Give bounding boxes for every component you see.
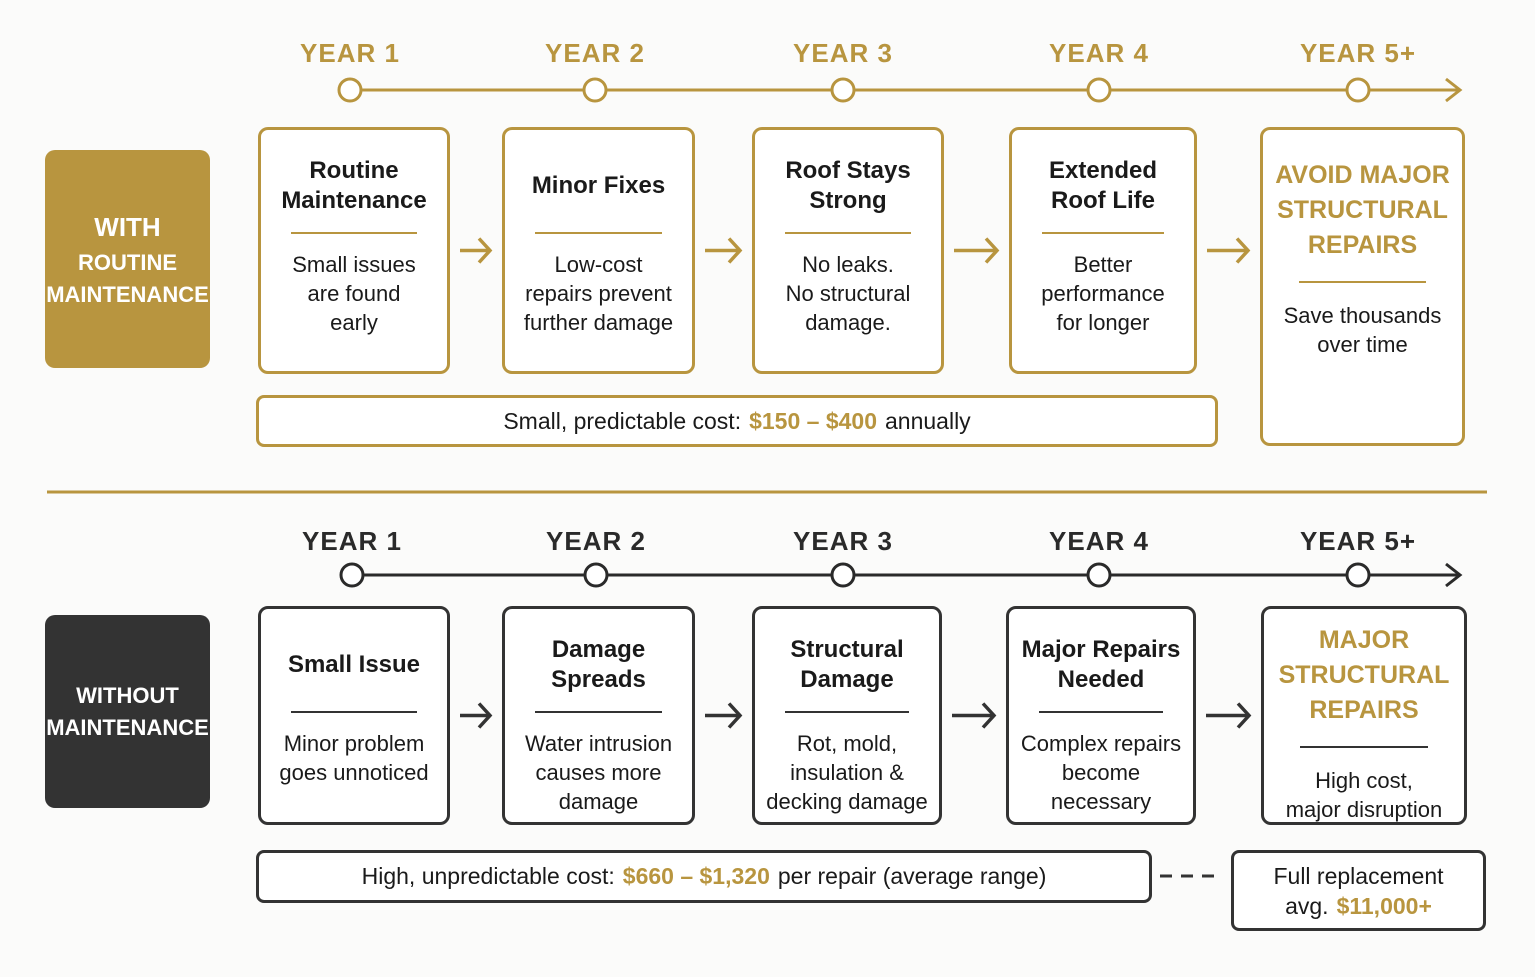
step-text: Complex repairs become necessary: [1020, 731, 1182, 814]
step-divider: [535, 232, 662, 234]
cost-prefix: High, unpredictable cost:: [361, 863, 615, 889]
step-divider: [785, 232, 911, 234]
step-text: Low-cost repairs prevent further damage: [523, 252, 674, 335]
step-divider: [291, 711, 417, 713]
year-marker: [583, 562, 609, 588]
step-box: Small Issue Minor problem goes unnoticed: [258, 606, 450, 825]
label-line: MAINTENANCE: [46, 282, 209, 307]
outcome-box: AVOID MAJOR STRUCTURAL REPAIRS Save thous…: [1260, 127, 1465, 446]
step-arrow-head: [984, 237, 1000, 264]
replacement-amount: $11,000+: [1336, 892, 1432, 919]
step-title: Minor Fixes: [531, 172, 666, 199]
step-box: Structural Damage Rot, mold, insulation &…: [752, 606, 942, 825]
year-label: YEAR 5+: [1299, 38, 1417, 68]
year-marker: [1086, 77, 1112, 103]
year-label: YEAR 1: [300, 38, 400, 68]
label-line: ROUTINE: [78, 250, 177, 275]
step-arrow-head: [477, 702, 493, 729]
step-arrow-head: [727, 237, 743, 264]
step-divider: [785, 711, 909, 713]
step-box: Major Repairs Needed Complex repairs beco…: [1006, 606, 1196, 825]
year-marker: [830, 562, 856, 588]
step-text: No leaks. No structural damage.: [785, 252, 911, 335]
cost-suffix: annually: [885, 407, 971, 434]
step-box: Routine Maintenance Small issues are foun…: [258, 127, 450, 374]
year-label: YEAR 5+: [1299, 526, 1417, 556]
outcome-divider: [1300, 746, 1428, 748]
step-title: Major Repairs Needed: [1021, 636, 1181, 693]
step-text: Rot, mold, insulation & decking damage: [766, 731, 928, 814]
section-label: WITH ROUTINE MAINTENANCE: [45, 150, 210, 368]
step-divider: [1039, 711, 1163, 713]
step-title: Damage Spreads: [551, 636, 646, 693]
outcome-box: MAJOR STRUCTURAL REPAIRS High cost, major…: [1261, 606, 1467, 825]
step-divider: [1042, 232, 1164, 234]
year-label: YEAR 3: [793, 526, 893, 556]
step-text: Minor problem goes unnoticed: [279, 731, 429, 785]
section-label: WITHOUT MAINTENANCE: [45, 615, 210, 808]
label-line: WITH: [94, 212, 161, 242]
step-divider: [291, 232, 417, 234]
year-marker: [339, 562, 365, 588]
year-label: YEAR 2: [546, 526, 646, 556]
outcome-title: AVOID MAJOR STRUCTURAL REPAIRS: [1275, 161, 1450, 259]
cost-prefix: Small, predictable cost:: [503, 407, 742, 434]
label-line: WITHOUT: [76, 682, 179, 708]
timeline-arrow: [1445, 77, 1463, 103]
year-marker: [582, 77, 608, 103]
cost-bar: High, unpredictable cost: $660 – $1,320 pe…: [256, 850, 1152, 903]
cost-bar: Small, predictable cost: $150 – $400 annua…: [256, 395, 1218, 447]
label-line: MAINTENANCE: [46, 714, 209, 740]
step-arrow-head: [1236, 702, 1252, 729]
step-arrow-head: [981, 702, 997, 729]
step-box: Minor Fixes Low-cost repairs prevent furt…: [502, 127, 695, 374]
step-divider: [535, 711, 662, 713]
step-title: Routine Maintenance: [281, 157, 427, 214]
cost-amount: $660 – $1,320: [622, 863, 770, 889]
step-arrow-head: [1235, 237, 1251, 264]
step-title: Roof Stays Strong: [785, 157, 911, 214]
year-label: YEAR 4: [1049, 526, 1149, 556]
replacement-price: avg. $11,000+: [1285, 891, 1432, 921]
replacement-line: Full replacement: [1273, 862, 1444, 889]
step-box: Damage Spreads Water intrusion causes mor…: [502, 606, 695, 825]
year-label: YEAR 3: [793, 38, 893, 68]
year-marker: [1345, 562, 1371, 588]
year-marker: [1345, 77, 1371, 103]
replacement-prefix: avg.: [1285, 892, 1329, 919]
year-label: YEAR 4: [1049, 38, 1149, 68]
step-arrow-head: [727, 702, 743, 729]
year-label: YEAR 1: [302, 526, 402, 556]
cost-amount: $150 – $400: [749, 407, 877, 434]
step-text: Better performance for longer: [1041, 252, 1165, 335]
step-box: Roof Stays Strong No leaks. No structural…: [752, 127, 944, 374]
year-label: YEAR 2: [545, 38, 645, 68]
step-title: Extended Roof Life: [1048, 157, 1158, 214]
replacement-box: Full replacement avg. $11,000+: [1231, 850, 1486, 931]
timeline-arrow: [1445, 562, 1463, 588]
year-marker: [337, 77, 363, 103]
step-title: Small Issue: [287, 651, 421, 678]
outcome-text: High cost, major disruption: [1285, 768, 1443, 822]
cost-suffix: per repair (average range): [777, 863, 1047, 889]
year-marker: [830, 77, 856, 103]
outcome-title: MAJOR STRUCTURAL REPAIRS: [1278, 626, 1450, 724]
step-text: Water intrusion causes more damage: [524, 731, 673, 814]
step-box: Extended Roof Life Better performance for…: [1009, 127, 1197, 374]
step-title: Structural Damage: [790, 636, 904, 693]
outcome-text: Save thousands over time: [1283, 303, 1442, 357]
outcome-divider: [1299, 281, 1426, 283]
step-arrow-head: [477, 237, 493, 264]
year-marker: [1086, 562, 1112, 588]
step-text: Small issues are found early: [292, 252, 416, 335]
